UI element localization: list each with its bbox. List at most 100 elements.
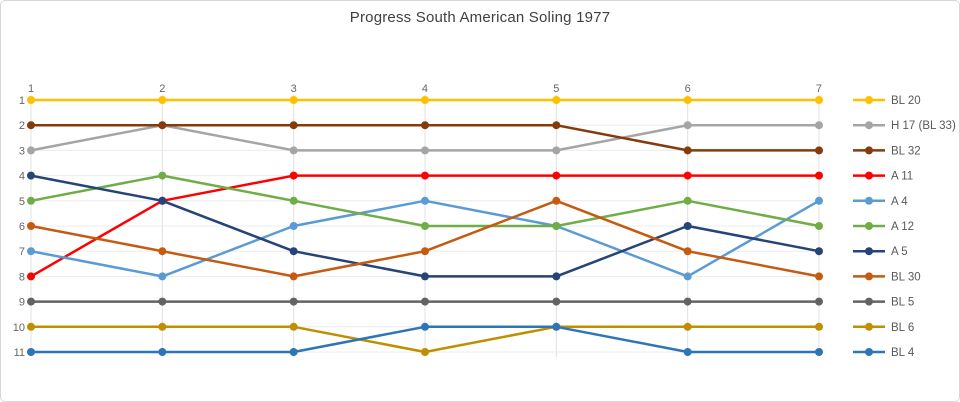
legend-item-bl-5[interactable]: BL 5 [853,297,914,309]
data-point-bl-5[interactable] [27,297,35,306]
x-tick-label: 3 [291,83,297,95]
data-point-a-12[interactable] [420,222,429,230]
y-tick-label: 10 [13,322,25,334]
data-point-bl-6[interactable] [420,348,429,356]
data-point-a-11[interactable] [420,171,429,180]
data-point-a-4[interactable] [158,272,167,281]
data-point-a-5[interactable] [814,247,823,256]
data-point-bl-4[interactable] [27,348,35,356]
data-point-a-11[interactable] [289,171,298,180]
legend-item-a-12[interactable]: A 12 [853,221,914,233]
data-point-a-12[interactable] [552,222,561,230]
y-tick-label: 7 [19,246,25,258]
x-tick-label: 1 [28,83,34,95]
legend-item-bl-4[interactable]: BL 4 [853,347,915,359]
data-point-bl-6[interactable] [289,322,298,331]
data-point-a-12[interactable] [683,196,692,205]
data-point-bl-30[interactable] [552,196,561,205]
data-point-bl-32[interactable] [683,146,692,155]
data-point-a-4[interactable] [27,247,35,256]
data-point-bl-30[interactable] [683,247,692,256]
data-point-a-11[interactable] [814,171,823,180]
data-point-bl-20[interactable] [289,96,298,104]
data-point-a-11[interactable] [27,272,35,281]
data-point-h-17-bl-33[interactable] [27,146,35,155]
data-point-h-17-bl-33[interactable] [683,121,692,130]
data-point-a-12[interactable] [814,222,823,230]
data-point-bl-4[interactable] [420,322,429,331]
data-point-h-17-bl-33[interactable] [289,146,298,155]
data-point-a-4[interactable] [683,272,692,281]
data-point-bl-30[interactable] [814,272,823,281]
legend-label: A 12 [891,221,914,233]
data-point-bl-20[interactable] [27,96,35,104]
data-point-bl-32[interactable] [289,121,298,130]
data-point-bl-5[interactable] [158,297,167,306]
legend-label: BL 6 [891,322,914,334]
data-point-bl-5[interactable] [814,297,823,306]
data-point-a-4[interactable] [814,196,823,205]
legend-item-bl-6[interactable]: BL 6 [853,322,914,334]
data-point-bl-5[interactable] [420,297,429,306]
legend-item-bl-30[interactable]: BL 30 [853,271,921,283]
legend-item-a-4[interactable]: A 4 [853,196,908,208]
y-tick-label: 2 [19,120,25,132]
data-point-a-12[interactable] [27,196,35,205]
data-point-a-12[interactable] [289,196,298,205]
data-point-bl-30[interactable] [27,222,35,230]
legend-item-bl-32[interactable]: BL 32 [853,145,921,157]
data-point-bl-4[interactable] [683,348,692,356]
legend-item-a-11[interactable]: A 11 [853,171,913,183]
legend-item-h-17-bl-33[interactable]: H 17 (BL 33) [853,120,956,132]
data-point-bl-32[interactable] [158,121,167,130]
data-point-a-4[interactable] [289,222,298,230]
data-point-bl-20[interactable] [683,96,692,104]
data-point-bl-32[interactable] [814,146,823,155]
data-point-bl-20[interactable] [158,96,167,104]
y-tick-label: 4 [19,171,25,183]
data-point-a-5[interactable] [158,196,167,205]
data-point-bl-4[interactable] [814,348,823,356]
legend-label: BL 30 [891,271,921,283]
data-point-bl-32[interactable] [420,121,429,130]
data-point-bl-5[interactable] [552,297,561,306]
legend-item-a-5[interactable]: A 5 [853,246,908,258]
legend-label: BL 5 [891,297,914,309]
data-point-h-17-bl-33[interactable] [420,146,429,155]
data-point-bl-6[interactable] [27,322,35,331]
legend-marker-dot [865,247,873,256]
x-tick-label: 7 [816,83,822,95]
data-point-bl-6[interactable] [158,322,167,331]
data-point-bl-4[interactable] [158,348,167,356]
data-point-bl-4[interactable] [289,348,298,356]
data-point-a-5[interactable] [289,247,298,256]
data-point-a-11[interactable] [552,171,561,180]
legend-marker-dot [865,146,873,155]
data-point-bl-6[interactable] [814,322,823,331]
data-point-h-17-bl-33[interactable] [814,121,823,130]
legend-item-bl-20[interactable]: BL 20 [853,95,921,107]
data-point-a-5[interactable] [552,272,561,281]
data-point-bl-4[interactable] [552,322,561,331]
y-tick-label: 9 [19,297,25,309]
data-point-a-5[interactable] [27,171,35,180]
data-point-a-5[interactable] [420,272,429,281]
data-point-a-5[interactable] [683,222,692,230]
data-point-bl-20[interactable] [814,96,823,104]
data-point-bl-32[interactable] [27,121,35,130]
data-point-bl-32[interactable] [552,121,561,130]
data-point-bl-5[interactable] [683,297,692,306]
data-point-a-12[interactable] [158,171,167,180]
data-point-a-11[interactable] [683,171,692,180]
data-point-bl-20[interactable] [552,96,561,104]
data-point-h-17-bl-33[interactable] [552,146,561,155]
data-point-bl-5[interactable] [289,297,298,306]
data-point-bl-30[interactable] [158,247,167,256]
data-point-bl-20[interactable] [420,96,429,104]
data-point-bl-6[interactable] [683,322,692,331]
data-point-bl-30[interactable] [289,272,298,281]
data-point-a-4[interactable] [420,196,429,205]
data-point-bl-30[interactable] [420,247,429,256]
